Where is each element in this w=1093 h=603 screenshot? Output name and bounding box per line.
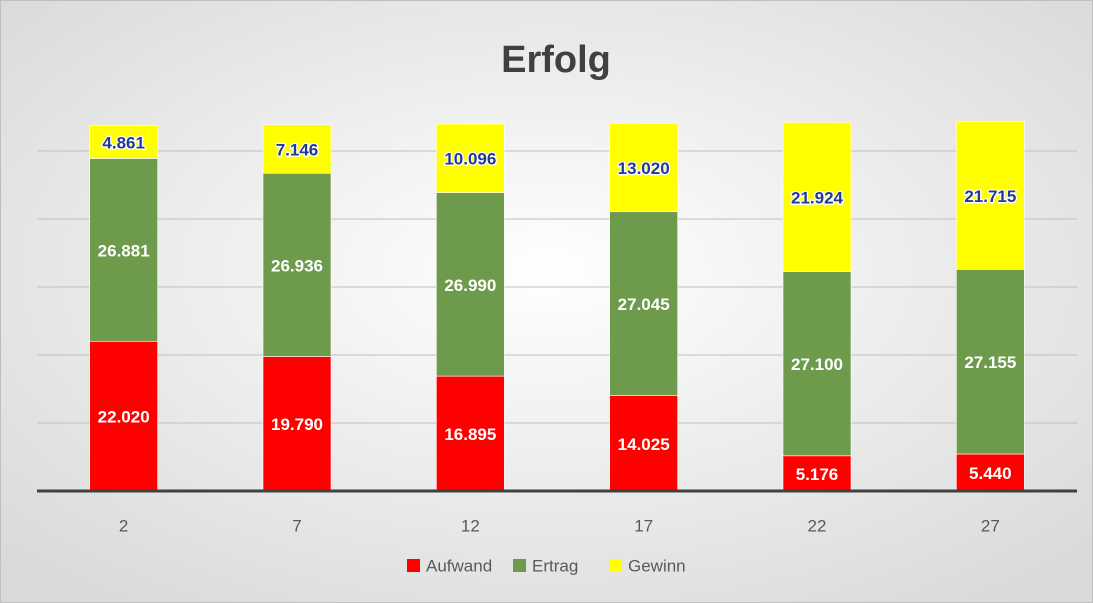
x-tick-label: 12 [461, 516, 480, 535]
bar-segment [782, 271, 852, 457]
x-tick-label: 27 [981, 516, 1000, 535]
x-tick-label: 2 [119, 516, 128, 535]
bar-segment [782, 122, 852, 272]
bar-segment [436, 192, 505, 377]
legend-label: Ertrag [532, 556, 578, 575]
data-label: 27.100 [791, 355, 843, 374]
legend-swatch [407, 559, 420, 572]
bar-segment [956, 121, 1025, 270]
chart-title: Erfolg [501, 39, 611, 81]
data-label: 5.176 [796, 465, 839, 484]
bar-segment [609, 122, 678, 213]
legend-label: Aufwand [426, 556, 492, 575]
legend-swatch [513, 559, 526, 572]
bar-segment [956, 453, 1025, 492]
bar-segment [262, 124, 332, 174]
data-label: 27.045 [618, 295, 670, 314]
data-label: 21.715 [964, 187, 1016, 206]
bar-segment [609, 211, 678, 396]
bar-segment [89, 158, 158, 342]
bar-segment [782, 455, 852, 492]
bar-segment [89, 125, 158, 159]
data-label: 4.861 [102, 133, 145, 152]
bar-segment [436, 375, 505, 492]
legend-label: Gewinn [628, 556, 686, 575]
data-label: 22.020 [98, 408, 150, 427]
data-label: 26.881 [98, 241, 150, 260]
bar-segment [436, 123, 505, 193]
data-label: 19.790 [271, 415, 323, 434]
x-tick-label: 22 [808, 516, 827, 535]
data-label: 5.440 [969, 464, 1012, 483]
data-label: 10.096 [444, 150, 496, 169]
data-label: 7.146 [276, 140, 319, 159]
data-label: 16.895 [444, 425, 496, 444]
data-label: 13.020 [618, 159, 670, 178]
bar-segment [262, 172, 332, 357]
x-tick-label: 17 [634, 516, 653, 535]
bar-segment [609, 395, 678, 492]
bar-segment [956, 269, 1025, 455]
data-label: 27.155 [964, 353, 1016, 372]
data-label: 14.025 [618, 435, 670, 454]
x-tick-label: 7 [292, 516, 301, 535]
data-label: 26.990 [444, 276, 496, 295]
data-label: 21.924 [791, 188, 844, 207]
data-label: 26.936 [271, 256, 323, 275]
legend-swatch [609, 559, 622, 572]
